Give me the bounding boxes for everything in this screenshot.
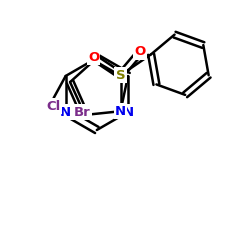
Text: N: N (115, 105, 126, 118)
Text: N: N (122, 106, 134, 118)
Text: Br: Br (74, 106, 90, 118)
Text: S: S (116, 69, 125, 82)
Text: O: O (135, 45, 146, 58)
Text: N: N (60, 106, 71, 118)
Text: O: O (88, 51, 99, 64)
Text: Cl: Cl (46, 100, 61, 112)
